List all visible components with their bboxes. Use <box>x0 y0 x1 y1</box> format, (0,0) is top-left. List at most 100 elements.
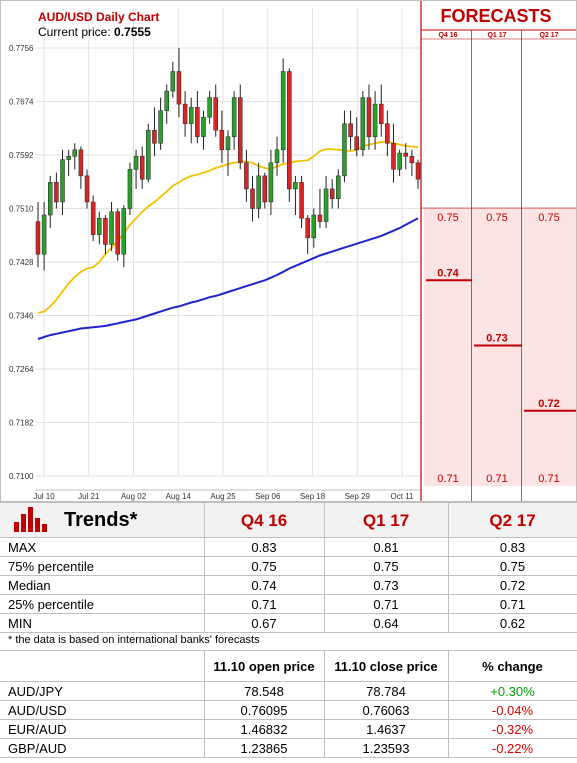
trends-col-q2: Q2 17 <box>489 511 536 530</box>
row-label: MIN <box>8 616 32 631</box>
candle-body <box>213 97 218 131</box>
cell: 0.73 <box>373 578 399 593</box>
percent-change: +0.30% <box>490 684 535 699</box>
cell: 0.62 <box>499 616 526 631</box>
changes-header: 11.10 open price 11.10 close price % cha… <box>0 650 577 682</box>
candle-body <box>293 182 298 190</box>
candle-body <box>121 208 127 255</box>
candle-body <box>146 129 151 180</box>
divider <box>448 502 449 633</box>
y-tick-label: 0.7428 <box>9 258 34 267</box>
forecast-median-label: 0.74 <box>437 267 459 279</box>
x-tick-label: Aug 02 <box>121 492 147 501</box>
x-tick-label: Sep 06 <box>255 492 281 501</box>
candle-body <box>66 156 71 160</box>
close-price: 1.23593 <box>362 741 410 756</box>
forecast-upper-label: 0.75 <box>437 212 458 224</box>
candle-body <box>329 188 335 199</box>
close-price: 78.784 <box>366 684 406 699</box>
y-tick-label: 0.7346 <box>9 312 34 321</box>
candle-body <box>54 182 59 203</box>
close-price: 0.76063 <box>362 703 410 718</box>
row-label: 75% percentile <box>8 559 94 574</box>
x-tick-label: Jul 21 <box>78 492 100 501</box>
forecast-period-label: Q2 17 <box>539 32 558 39</box>
current-price-value: 0.7555 <box>114 25 151 39</box>
divider <box>204 502 205 633</box>
candle-body <box>274 149 280 164</box>
candle-body <box>378 103 384 124</box>
candle-body <box>409 156 415 164</box>
candlesticks <box>35 48 421 271</box>
trends-header: Trends* Q4 16 Q1 17 Q2 17 <box>0 502 577 538</box>
axis-ticks: 0.7756 0.7674 0.7592 0.7510 0.7428 0.7346 0.72… <box>9 44 414 501</box>
current-price-label: Current price: <box>38 25 111 39</box>
x-tick-label: Sep 18 <box>300 492 326 501</box>
candle-body <box>72 149 78 157</box>
forecast-upper-label: 0.75 <box>538 212 559 224</box>
candle-body <box>188 107 194 124</box>
candle-body <box>207 97 212 118</box>
y-tick-label: 0.7674 <box>9 98 34 107</box>
divider <box>324 502 325 633</box>
cell: 0.75 <box>373 559 399 574</box>
forecast-lower-label: 0.71 <box>538 473 559 485</box>
open-price: 0.76095 <box>240 703 288 718</box>
candle-body <box>127 169 133 209</box>
candle-body <box>391 143 396 170</box>
forecast-median-label: 0.72 <box>538 398 559 410</box>
candle-body <box>182 103 188 124</box>
open-price: 1.46832 <box>240 722 288 737</box>
table-row: GBP/AUD 1.23865 1.23593 -0.22% <box>0 739 577 758</box>
candle-body <box>250 188 255 209</box>
candle-body <box>262 175 268 203</box>
candle-body <box>152 129 157 144</box>
row-label: MAX <box>8 540 37 555</box>
cell: 0.81 <box>373 540 399 555</box>
trends-col-q1: Q1 17 <box>362 511 410 530</box>
forecast-lower-label: 0.71 <box>486 473 507 485</box>
candle-body <box>354 136 359 151</box>
pair: AUD/JPY <box>8 684 63 699</box>
forecast-period-label: Q1 17 <box>487 32 506 39</box>
pair: GBP/AUD <box>8 741 67 756</box>
cell: 0.71 <box>373 597 399 612</box>
row-label: Median <box>8 578 51 593</box>
trends-col-q4: Q4 16 <box>240 511 288 530</box>
percent-change: -0.04% <box>491 703 534 718</box>
pair: AUD/USD <box>8 703 67 718</box>
candle-body <box>342 123 347 177</box>
candle-body <box>78 149 84 177</box>
candle-body <box>219 129 225 151</box>
col-open: 11.10 open price <box>213 659 315 674</box>
cell: 0.67 <box>251 616 277 631</box>
forecast-upper-label: 0.75 <box>486 212 507 224</box>
candle-body <box>176 71 182 105</box>
row-label: 25% percentile <box>8 597 94 612</box>
candle-body <box>158 110 163 144</box>
candle-body <box>336 175 341 199</box>
trends-title: Trends* <box>64 509 138 531</box>
x-tick-label: Aug 14 <box>166 492 192 501</box>
footnote: * the data is based on international ban… <box>8 634 260 646</box>
table-row: Median 0.74 0.73 0.72 <box>0 576 577 595</box>
y-tick-label: 0.7182 <box>9 419 34 428</box>
chart-title: AUD/USD Daily Chart <box>38 10 159 24</box>
table-row: MIN 0.67 0.64 0.62 <box>0 614 577 633</box>
table-row: 25% percentile 0.71 0.71 0.71 <box>0 595 577 614</box>
candle-body <box>231 97 237 137</box>
candle-body <box>299 182 304 219</box>
forecast-period-label: Q4 16 <box>438 32 457 39</box>
open-price: 1.23865 <box>240 741 288 756</box>
col-change: % change <box>482 659 543 674</box>
candle-body <box>397 152 402 170</box>
candle-body <box>139 156 145 180</box>
cell: 0.75 <box>251 559 277 574</box>
candle-body <box>109 211 114 245</box>
candle-body <box>366 97 372 137</box>
candle-body <box>133 156 139 170</box>
candle-body <box>244 162 249 190</box>
forecast-band <box>472 208 522 486</box>
current-price: Current price: 0.7555 <box>38 25 151 39</box>
x-tick-label: Sep 29 <box>345 492 371 501</box>
